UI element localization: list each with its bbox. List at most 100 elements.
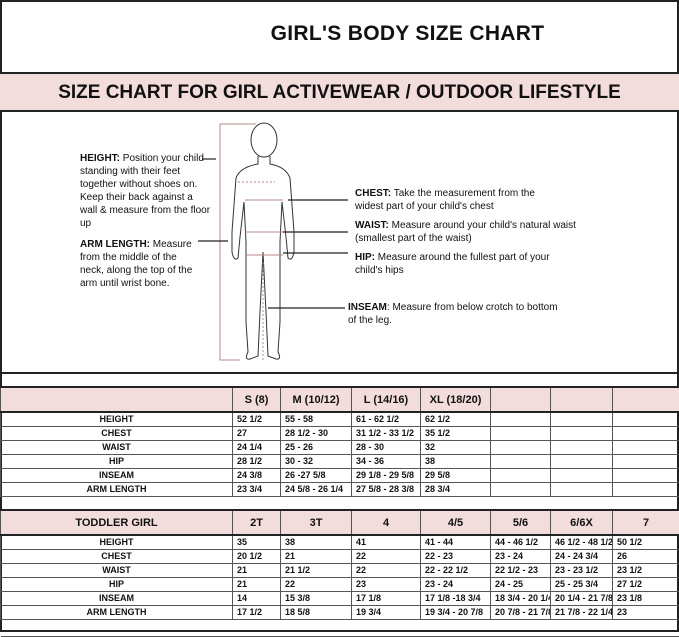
measurement-value	[551, 440, 613, 454]
arm-length-note-label: ARM LENGTH:	[80, 239, 150, 250]
height-note: HEIGHT: Position your child standing wit…	[80, 152, 212, 230]
hip-note-label: HIP:	[355, 252, 375, 263]
measurement-value: 28 - 30	[352, 440, 421, 454]
measurement-value: 22	[281, 577, 352, 591]
measurement-label: ARM LENGTH	[1, 605, 233, 619]
measurement-value	[551, 412, 613, 426]
measurement-value: 14	[233, 591, 281, 605]
measurement-value: 22 - 22 1/2	[421, 563, 491, 577]
measurement-value: 19 3/4 - 20 7/8	[421, 605, 491, 619]
measurement-value: 24 - 25	[491, 577, 551, 591]
measurement-label: WAIST	[1, 440, 233, 454]
measurement-value: 50 1/2	[613, 535, 679, 549]
measurement-value: 23 3/4	[233, 482, 281, 496]
size-column-header: 4/5	[421, 510, 491, 535]
measurement-value: 28 1/2 - 30	[281, 426, 352, 440]
measurement-value: 32	[421, 440, 491, 454]
size-column-header	[551, 387, 613, 412]
size-column-header: XL (18/20)	[421, 387, 491, 412]
measurement-value: 29 1/8 - 29 5/8	[352, 468, 421, 482]
size-column-header: 3T	[281, 510, 352, 535]
measurement-value: 38	[421, 454, 491, 468]
measurement-value	[491, 426, 551, 440]
measurement-value: 24 5/8 - 26 1/4	[281, 482, 352, 496]
measurement-value: 35	[233, 535, 281, 549]
measurement-value: 21	[233, 577, 281, 591]
measurement-value: 25 - 25 3/4	[551, 577, 613, 591]
measurement-value: 62 1/2	[421, 412, 491, 426]
measurement-value: 20 1/4 - 21 7/8	[551, 591, 613, 605]
measurement-value: 18 5/8	[281, 605, 352, 619]
measurement-value: 17 1/8	[352, 591, 421, 605]
measurement-value	[491, 412, 551, 426]
measurement-value: 34 - 36	[352, 454, 421, 468]
measurement-value: 23	[613, 605, 679, 619]
measurement-value: 22	[352, 563, 421, 577]
measurement-value: 19 3/4	[352, 605, 421, 619]
measurement-value	[613, 468, 679, 482]
measurement-value: 22	[352, 549, 421, 563]
measurement-value: 28 1/2	[233, 454, 281, 468]
spacer-cell	[1, 619, 679, 636]
measurement-value: 27	[233, 426, 281, 440]
measurement-label: WAIST	[1, 563, 233, 577]
measurement-value: 30 - 32	[281, 454, 352, 468]
inseam-note-label: INSEAM	[348, 302, 387, 313]
measurement-value: 41	[352, 535, 421, 549]
measurement-value: 20 1/2	[233, 549, 281, 563]
height-note-text: Position your child standing with their …	[80, 153, 210, 229]
measurement-value: 24 1/4	[233, 440, 281, 454]
measurement-value: 23	[352, 577, 421, 591]
measurement-value: 38	[281, 535, 352, 549]
waist-note-label: WAIST:	[355, 220, 389, 231]
measurement-value: 28 3/4	[421, 482, 491, 496]
size-column-header: 5/6	[491, 510, 551, 535]
row-label-header	[1, 387, 233, 412]
measurement-value: 22 - 23	[421, 549, 491, 563]
measurement-value	[491, 482, 551, 496]
measurement-label: HEIGHT	[1, 412, 233, 426]
measurement-label: INSEAM	[1, 468, 233, 482]
measurement-value: 21	[233, 563, 281, 577]
measurement-value: 25 - 26	[281, 440, 352, 454]
measurement-label: CHEST	[1, 426, 233, 440]
measurement-value	[613, 454, 679, 468]
measurement-label: HIP	[1, 577, 233, 591]
inseam-note: INSEAM: Measure from below crotch to bot…	[348, 301, 563, 327]
chest-note: CHEST: Take the measurement from the wid…	[355, 187, 565, 213]
section-banner: SIZE CHART FOR GIRL ACTIVEWEAR / OUTDOOR…	[0, 72, 679, 112]
measurement-value: 26 -27 5/8	[281, 468, 352, 482]
hip-note: HIP: Measure around the fullest part of …	[355, 251, 565, 277]
measurement-value: 27 5/8 - 28 3/8	[352, 482, 421, 496]
row-label-header: TODDLER GIRL	[1, 510, 233, 535]
measurement-value: 26	[613, 549, 679, 563]
size-column-header: 4	[352, 510, 421, 535]
size-column-header: S (8)	[233, 387, 281, 412]
table-header-row: S (8)M (10/12)L (14/16)XL (18/20)	[1, 387, 679, 412]
page-title: GIRL'S BODY SIZE CHART	[0, 22, 679, 46]
measurement-value: 44 - 46 1/2	[491, 535, 551, 549]
measurement-value: 46 1/2 - 48 1/2	[551, 535, 613, 549]
measurement-value	[491, 454, 551, 468]
measurement-value: 24 - 24 3/4	[551, 549, 613, 563]
measurement-value: 29 5/8	[421, 468, 491, 482]
measurement-value	[613, 426, 679, 440]
measurement-value	[551, 468, 613, 482]
measurement-value: 20 7/8 - 21 7/8	[491, 605, 551, 619]
measurement-value: 23 1/8	[613, 591, 679, 605]
size-column-header: 6/6X	[551, 510, 613, 535]
measurement-value: 61 - 62 1/2	[352, 412, 421, 426]
chest-note-label: CHEST:	[355, 188, 391, 199]
measurement-value: 15 3/8	[281, 591, 352, 605]
